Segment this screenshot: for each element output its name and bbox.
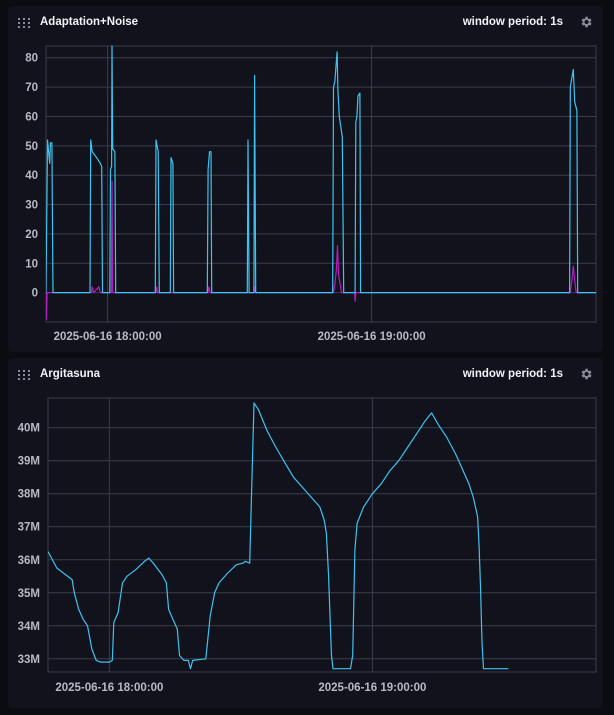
line-chart-adaptation-noise: 0 10 20 30 40 50 60 70 80 2025-06-16 18:00:00 2025… [25, 45, 597, 343]
panel-title: Adaptation+Noise [40, 16, 139, 28]
y-tick-label: 60 [25, 111, 38, 123]
x-tick-label: 2025-06-16 18:00:00 [55, 682, 163, 694]
x-tick-label: 2025-06-16 19:00:00 [318, 682, 426, 694]
y-tick-label: 30 [25, 200, 38, 212]
y-tick-label: 35M [18, 588, 40, 600]
y-tick-label: 37M [18, 522, 40, 534]
y-tick-label: 33M [18, 654, 40, 666]
panel-header: Argitasuna window period: 1s [8, 358, 603, 392]
y-tick-label: 40 [25, 170, 38, 182]
series-line [46, 180, 596, 320]
panel-adaptation-noise: Adaptation+Noise window period: 1s 0 10 20… [8, 6, 603, 352]
panel-argitasuna: Argitasuna window period: 1s 33M 34M 35M 36… [8, 358, 603, 708]
series-line [46, 45, 596, 294]
y-tick-label: 20 [25, 229, 38, 241]
x-tick-label: 2025-06-16 19:00:00 [318, 331, 426, 343]
y-tick-label: 70 [25, 82, 38, 94]
x-tick-label: 2025-06-16 18:00:00 [54, 331, 162, 343]
plot-frame [45, 45, 597, 323]
y-tick-label: 10 [25, 258, 38, 270]
drag-handle-icon[interactable] [18, 369, 30, 381]
window-period-label: window period: 1s [462, 16, 563, 28]
line-chart-argitasuna: 33M 34M 35M 36M 37M 38M 39M 40M 2025-06-16 18:00… [18, 397, 597, 694]
y-tick-label: 39M [18, 456, 40, 468]
series-line [48, 402, 509, 670]
panel-header: Adaptation+Noise window period: 1s [8, 6, 603, 40]
window-period-label: window period: 1s [462, 368, 563, 380]
y-tick-label: 34M [18, 621, 40, 633]
y-tick-label: 40M [18, 423, 40, 435]
y-tick-label: 0 [32, 288, 38, 300]
y-tick-label: 38M [18, 489, 40, 501]
y-tick-label: 80 [25, 53, 38, 65]
plot-frame [47, 397, 597, 673]
panel-title: Argitasuna [40, 368, 101, 380]
gear-icon[interactable] [579, 367, 593, 381]
y-tick-label: 50 [25, 141, 38, 153]
y-tick-label: 36M [18, 555, 40, 567]
gear-icon[interactable] [579, 15, 593, 29]
drag-handle-icon[interactable] [18, 17, 30, 29]
